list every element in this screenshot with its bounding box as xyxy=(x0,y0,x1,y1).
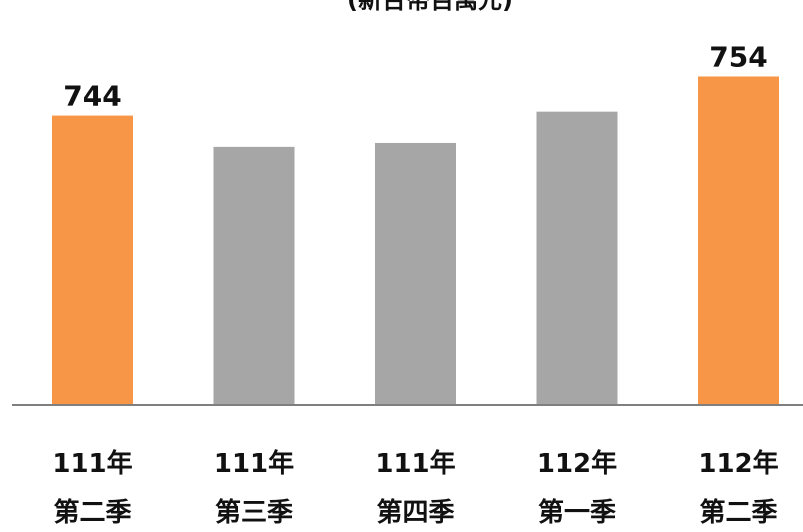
category-label-3-line-2: 第四季 xyxy=(376,497,454,528)
category-label-1-line-1: 111年 xyxy=(52,448,132,479)
category-label-4-line-2: 第一季 xyxy=(538,497,616,528)
bar-2 xyxy=(213,146,295,405)
value-label-5: 754 xyxy=(709,40,767,73)
bars-layer xyxy=(52,76,779,406)
bar-1 xyxy=(52,115,133,406)
category-label-4-line-1: 112年 xyxy=(537,448,617,479)
bar-3 xyxy=(375,142,456,405)
category-label-2-line-1: 111年 xyxy=(214,448,294,479)
bar-4 xyxy=(536,111,618,406)
chart-title: (新台幣百萬元) xyxy=(347,0,513,14)
value-label-1: 744 xyxy=(63,80,121,113)
category-label-2-line-2: 第三季 xyxy=(215,497,293,528)
category-label-5-line-2: 第二季 xyxy=(699,497,777,528)
value-labels-layer: 744 754 xyxy=(63,40,767,112)
bar-5 xyxy=(698,76,779,405)
category-label-1-line-2: 第二季 xyxy=(53,497,131,528)
category-label-3-line-1: 111年 xyxy=(375,448,455,479)
category-label-5-line-1: 112年 xyxy=(698,448,778,479)
